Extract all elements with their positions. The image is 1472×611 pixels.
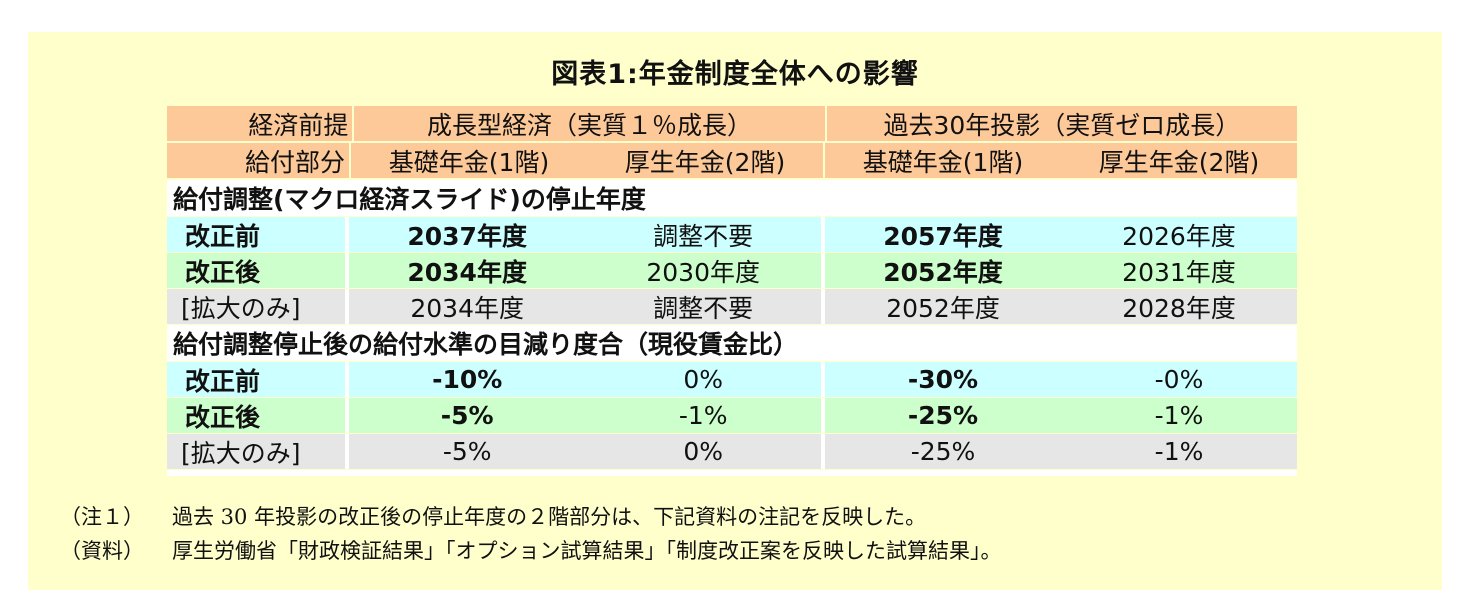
table-cell: 2052年度 xyxy=(886,293,1000,323)
footnote-source: （資料） 厚生労働省「財政検証結果」「オプション試算結果」「制度改正案を反映した… xyxy=(60,534,1002,568)
table-row: 改正前 -10% 0% -30% -0% xyxy=(167,362,1297,397)
header-scenario-past30: 過去30年投影（実質ゼロ成長） xyxy=(826,106,1298,141)
figure-panel: 図表1:年金制度全体への影響 経済前提 成長型経済（実質１％成長） 過去30年投… xyxy=(28,32,1442,590)
table-cell: 0% xyxy=(683,365,723,394)
table-cell: -5% xyxy=(442,437,492,466)
table-cell: -10% xyxy=(432,365,503,394)
row-label: [拡大のみ] xyxy=(181,438,301,468)
table-cell: 2028年度 xyxy=(1122,293,1236,323)
header-label-benefit-part: 給付部分 xyxy=(167,143,349,178)
table-row: 改正後 2034年度 2030年度 2052年度 2031年度 xyxy=(167,253,1297,288)
table-cell: -1% xyxy=(1154,401,1204,430)
table-cell: 2034年度 xyxy=(407,257,527,287)
footnote-tag: （資料） xyxy=(60,539,144,563)
table-row: 改正後 -5% -1% -25% -1% xyxy=(167,398,1297,433)
table-cell: 2031年度 xyxy=(1122,257,1236,287)
row-label: 改正前 xyxy=(185,221,261,251)
table-cell: 2030年度 xyxy=(646,257,760,287)
header-basic-pension-past30: 基礎年金(1階) xyxy=(862,147,1024,177)
table-cell: 2034年度 xyxy=(410,293,524,323)
section-title-benefit-reduction: 給付調整停止後の給付水準の目減り度合（現役賃金比） xyxy=(167,325,1297,361)
table-cell: -5% xyxy=(440,401,494,430)
footnote-text: 過去 30 年投影の改正後の停止年度の２階部分は、下記資料の注記を反映した。 xyxy=(172,505,927,529)
table-cell: -25% xyxy=(910,437,976,466)
table-cell: 2052年度 xyxy=(883,257,1003,287)
footnotes: （注１） 過去 30 年投影の改正後の停止年度の２階部分は、下記資料の注記を反映… xyxy=(60,500,1002,568)
table-cell: 2037年度 xyxy=(407,221,527,251)
table-cell: 0% xyxy=(683,437,724,466)
table-cell: 調整不要 xyxy=(653,221,754,251)
header-row-economic-assumption: 経済前提 成長型経済（実質１％成長） 過去30年投影（実質ゼロ成長） xyxy=(167,106,1298,141)
table-cell: -0% xyxy=(1154,365,1204,394)
table-cell: -1% xyxy=(678,401,728,430)
header-basic-pension-growth: 基礎年金(1階) xyxy=(388,147,550,177)
table-bottom-border xyxy=(167,470,1297,476)
table-cell: 2057年度 xyxy=(883,221,1003,251)
table-cell: -1% xyxy=(1154,437,1204,466)
row-label: 改正後 xyxy=(185,257,261,287)
header-row-benefit-part: 給付部分 基礎年金(1階) 厚生年金(2階) 基礎年金(1階) 厚生年金(2階) xyxy=(167,143,1297,178)
table-cell: 調整不要 xyxy=(653,293,754,323)
row-label: [拡大のみ] xyxy=(181,293,301,323)
table-cell: -30% xyxy=(907,365,979,394)
table-row: [拡大のみ] -5% 0% -25% -1% xyxy=(167,434,1297,469)
row-label: 改正前 xyxy=(185,366,261,396)
table-row: [拡大のみ] 2034年度 調整不要 2052年度 2028年度 xyxy=(167,289,1297,324)
row-label: 改正後 xyxy=(185,402,261,432)
section-title-stop-year: 給付調整(マクロ経済スライド)の停止年度 xyxy=(167,180,1297,216)
figure-title: 図表1:年金制度全体への影響 xyxy=(551,59,919,90)
footnote-text: 厚生労働省「財政検証結果」「オプション試算結果」「制度改正案を反映した試算結果」… xyxy=(172,539,1002,563)
header-employee-pension-growth: 厚生年金(2階) xyxy=(624,147,786,177)
table-row: 改正前 2037年度 調整不要 2057年度 2026年度 xyxy=(167,217,1297,252)
header-label-economic-assumption: 経済前提 xyxy=(167,106,353,141)
table-cell: -25% xyxy=(907,401,979,430)
header-scenario-growth: 成長型経済（実質１％成長） xyxy=(354,106,825,141)
footnote-note1: （注１） 過去 30 年投影の改正後の停止年度の２階部分は、下記資料の注記を反映… xyxy=(60,500,1002,534)
header-employee-pension-past30: 厚生年金(2階) xyxy=(1098,147,1260,177)
pension-impact-table: 経済前提 成長型経済（実質１％成長） 過去30年投影（実質ゼロ成長） 給付部分 … xyxy=(167,106,1298,476)
footnote-tag: （注１） xyxy=(60,505,144,529)
table-cell: 2026年度 xyxy=(1122,221,1236,251)
